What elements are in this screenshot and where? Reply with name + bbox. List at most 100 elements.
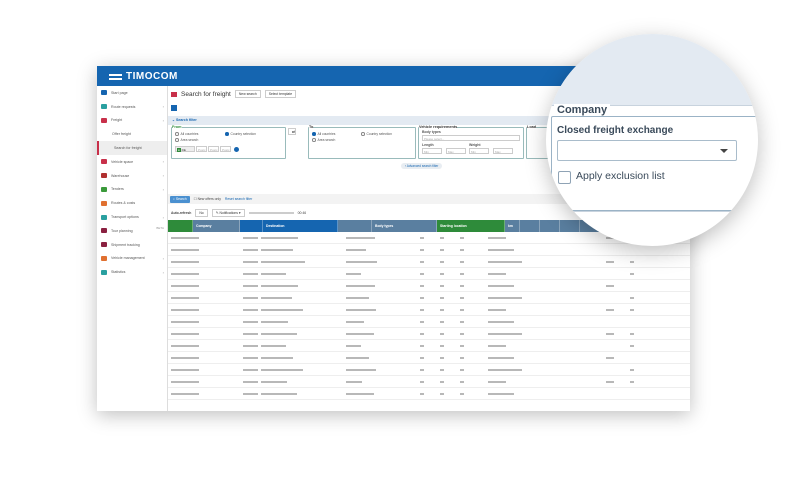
placeholder-cell — [630, 273, 634, 275]
sidebar-item-vehicle-management[interactable]: Vehicle management › — [97, 252, 167, 266]
from-area-search-radio[interactable]: Area search — [175, 138, 198, 142]
postcode-input-1[interactable]: Postc — [196, 146, 207, 152]
column-header-icon-2[interactable] — [240, 220, 263, 232]
table-row[interactable] — [168, 244, 690, 256]
weight-min-input[interactable]: Min — [469, 148, 489, 154]
sidebar-item-tour-planning[interactable]: Tour planning BETA — [97, 224, 167, 238]
table-row[interactable] — [168, 304, 690, 316]
select-template-button[interactable]: Select template — [264, 90, 297, 98]
new-search-button[interactable]: New search — [234, 90, 261, 98]
closed-freight-exchange-select[interactable] — [557, 140, 737, 161]
placeholder-cell — [346, 381, 362, 383]
sidebar-item-routes-costs[interactable]: Routes & costs — [97, 196, 167, 210]
save-icon[interactable] — [171, 105, 177, 111]
beta-badge: BETA — [156, 225, 164, 230]
column-header-icon-0[interactable] — [168, 220, 193, 232]
from-country-selection-radio[interactable]: Country selection — [225, 132, 256, 136]
to-area-search-radio[interactable]: Area search — [312, 138, 335, 142]
reset-search-filter-link[interactable]: Reset search filter — [224, 197, 253, 201]
column-header-icon-4[interactable] — [338, 220, 372, 232]
weight-max-input[interactable]: Max — [493, 148, 513, 154]
table-row[interactable] — [168, 316, 690, 328]
auto-refresh-toggle[interactable]: No — [195, 209, 208, 217]
placeholder-cell — [171, 393, 199, 395]
sidebar-item-label: Statistics — [111, 270, 126, 275]
table-row[interactable] — [168, 340, 690, 352]
table-row[interactable] — [168, 268, 690, 280]
body-types-select[interactable]: Please select... — [422, 135, 520, 141]
placeholder-cell — [440, 261, 444, 263]
advanced-search-filter-button[interactable]: › Advanced search filter — [401, 163, 443, 169]
column-header-starting-location[interactable]: Starting location — [437, 220, 505, 232]
column-header-icon-9[interactable] — [540, 220, 560, 232]
placeholder-cell — [488, 309, 506, 311]
postcode-input-3[interactable]: Postc — [220, 146, 231, 152]
table-row[interactable] — [168, 364, 690, 376]
table-row[interactable] — [168, 292, 690, 304]
placeholder-cell — [261, 381, 287, 383]
placeholder-cell — [488, 345, 506, 347]
to-country-selection-radio[interactable]: Country selection — [361, 132, 392, 136]
to-all-countries-radio[interactable]: All countries — [312, 132, 335, 136]
placeholder-cell — [261, 237, 298, 239]
placeholder-cell — [630, 345, 634, 347]
table-row[interactable] — [168, 256, 690, 268]
table-row[interactable] — [168, 388, 690, 400]
length-min-input[interactable]: Min — [422, 148, 442, 154]
column-header-km[interactable]: km — [505, 220, 520, 232]
from-country-select[interactable]: ● DE — [175, 146, 195, 152]
tour-icon — [101, 228, 107, 234]
column-header-icon-8[interactable] — [520, 220, 540, 232]
sidebar-item-start-page[interactable]: Start page — [97, 86, 167, 100]
placeholder-cell — [420, 333, 424, 335]
freight-icon — [171, 91, 177, 97]
sidebar-item-label: Freight — [111, 118, 123, 123]
sidebar-item-label: Transport options — [111, 215, 139, 220]
add-icon[interactable] — [234, 147, 239, 152]
placeholder-cell — [460, 321, 464, 323]
placeholder-cell — [440, 333, 444, 335]
placeholder-cell — [171, 321, 199, 323]
sidebar-item-tenders[interactable]: Tenders › — [97, 183, 167, 197]
postcode-input-2[interactable]: Postc — [208, 146, 219, 152]
placeholder-cell — [346, 297, 369, 299]
column-header-icon-10[interactable] — [560, 220, 580, 232]
sidebar-item-transport-options[interactable]: Transport options › — [97, 210, 167, 224]
table-row[interactable] — [168, 328, 690, 340]
search-button[interactable]: ⌕ Search — [170, 195, 190, 203]
chevron-right-icon: › — [162, 269, 164, 275]
placeholder-cell — [261, 273, 286, 275]
sidebar-item-warehouse[interactable]: Warehouse › — [97, 169, 167, 183]
sidebar-item-label: Warehouse — [111, 173, 130, 178]
sidebar-item-shipment-tracking[interactable]: Shipment tracking — [97, 238, 167, 252]
sidebar-item-statistics[interactable]: Statistics › — [97, 265, 167, 279]
placeholder-cell — [488, 321, 514, 323]
sidebar-item-freight[interactable]: Freight › — [97, 114, 167, 128]
placeholder-cell — [243, 369, 258, 371]
sidebar-item-label: Search for freight — [114, 146, 142, 151]
swap-button[interactable]: ⇄ — [288, 128, 296, 135]
placeholder-cell — [488, 237, 506, 239]
placeholder-cell — [243, 333, 258, 335]
sidebar-item-route-requests[interactable]: Route requests › — [97, 100, 167, 114]
sidebar-item-offer-freight[interactable]: Offer freight — [97, 127, 167, 141]
from-all-countries-radio[interactable]: All countries — [175, 132, 198, 136]
new-offers-only-checkbox[interactable]: ☐ New offers only — [193, 197, 221, 201]
placeholder-cell — [171, 237, 199, 239]
table-row[interactable] — [168, 352, 690, 364]
sidebar-item-search-for-freight[interactable]: Search for freight — [97, 141, 167, 155]
apply-exclusion-list-checkbox[interactable] — [558, 171, 571, 184]
table-row[interactable] — [168, 280, 690, 292]
notifications-button[interactable]: ✎ Notifications ▾ — [211, 209, 245, 217]
column-header-company[interactable]: Company — [193, 220, 240, 232]
placeholder-cell — [420, 369, 424, 371]
table-row[interactable] — [168, 376, 690, 388]
column-header-body-types[interactable]: Body types — [372, 220, 437, 232]
placeholder-cell — [420, 309, 424, 311]
sidebar-item-vehicle-space[interactable]: Vehicle space › — [97, 155, 167, 169]
routes-icon — [101, 200, 107, 206]
placeholder-cell — [420, 285, 424, 287]
search-filter-header[interactable]: ⌄ Search filter — [168, 116, 690, 125]
column-header-destination[interactable]: Destination — [263, 220, 338, 232]
length-max-input[interactable]: Max — [446, 148, 466, 154]
